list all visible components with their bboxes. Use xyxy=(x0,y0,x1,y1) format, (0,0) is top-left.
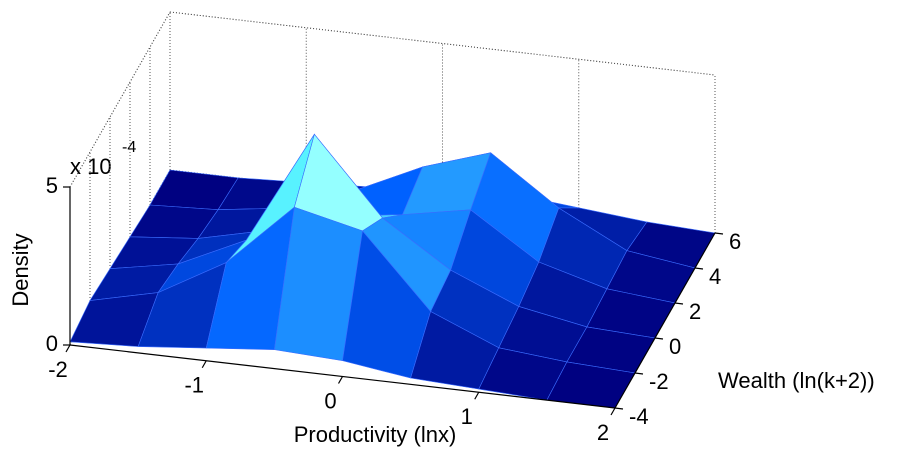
tick-mark xyxy=(634,372,644,375)
tick-mark xyxy=(714,232,724,235)
x-tick-label: 2 xyxy=(597,420,609,445)
y-tick-label: -2 xyxy=(649,369,669,394)
tick-mark xyxy=(474,391,480,400)
x-tick-label: -1 xyxy=(184,373,204,398)
z-axis-label: Density xyxy=(8,233,33,306)
y-tick-label: 2 xyxy=(689,299,701,324)
x-tick-label: -2 xyxy=(48,357,68,382)
x-tick-label: 0 xyxy=(324,388,336,413)
tick-mark xyxy=(610,407,616,416)
y-axis xyxy=(614,232,716,409)
y-tick-label: 4 xyxy=(709,264,721,289)
tick-mark xyxy=(337,376,344,384)
y-tick-label: 0 xyxy=(669,334,681,359)
tick-mark xyxy=(674,302,684,305)
tick-mark xyxy=(614,407,624,410)
tick-mark xyxy=(201,360,207,369)
z-multiplier: x 10 xyxy=(70,154,112,179)
x-tick-label: 1 xyxy=(461,404,473,429)
y-axis-label: Wealth (ln(k+2)) xyxy=(718,368,875,393)
x-axis-label: Productivity (lnx) xyxy=(294,422,457,447)
y-tick-label: -4 xyxy=(629,404,649,429)
y-tick-label: 6 xyxy=(729,229,741,254)
z-multiplier-exponent: -4 xyxy=(122,139,136,156)
z-tick-label: 0 xyxy=(46,331,58,356)
z-tick-label: 5 xyxy=(46,173,58,198)
tick-mark xyxy=(65,344,71,353)
grid-line xyxy=(69,11,171,188)
tick-mark xyxy=(654,337,664,340)
tick-mark xyxy=(694,267,704,270)
